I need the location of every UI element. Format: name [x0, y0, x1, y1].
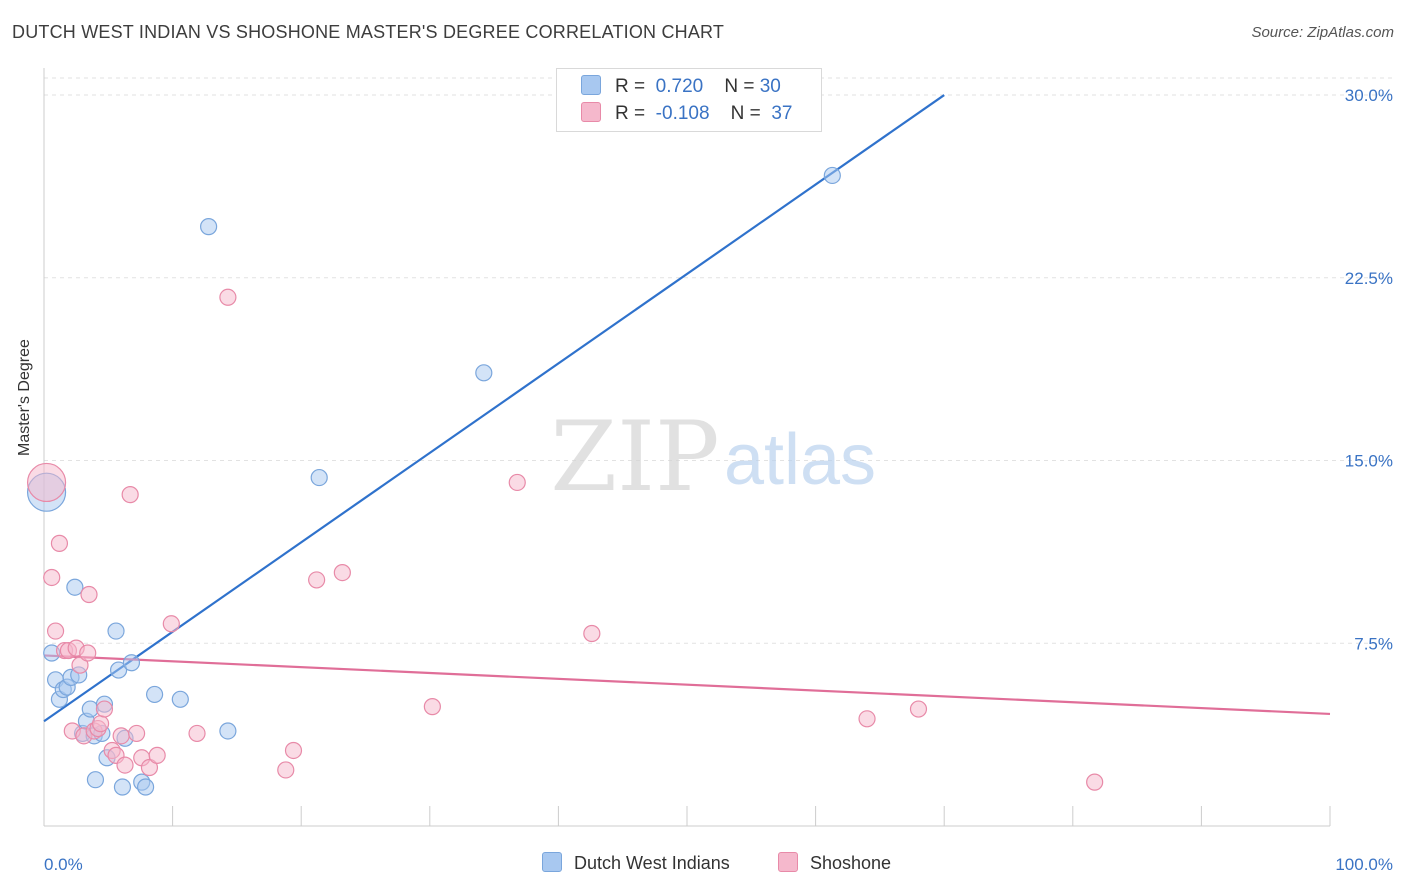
point-dutch-west-indians [219, 722, 237, 740]
point-dutch-west-indians [66, 578, 84, 596]
point-shoshone [277, 761, 295, 779]
point-shoshone [95, 700, 114, 718]
point-dutch-west-indians [86, 771, 105, 789]
legend-swatch-shoshone [581, 102, 601, 122]
point-dutch-west-indians [107, 622, 125, 640]
point-dutch-west-indians [122, 654, 141, 672]
n-label: N = [724, 76, 755, 97]
r-label: R = [615, 76, 646, 97]
point-shoshone [50, 534, 69, 552]
y-tick-label: 22.5% [1345, 269, 1393, 288]
point-shoshone [79, 644, 97, 662]
point-shoshone [423, 698, 441, 716]
point-dutch-west-indians [136, 778, 155, 796]
chart-title: DUTCH WEST INDIAN VS SHOSHONE MASTER'S D… [12, 22, 725, 42]
trend-line-dutch-west-indians [43, 94, 945, 723]
point-shoshone [80, 585, 98, 604]
point-shoshone [148, 746, 166, 764]
point-dutch-west-indians [475, 364, 493, 382]
point-shoshone [127, 724, 146, 743]
bottom-legend-shoshone: Shoshone [778, 852, 891, 874]
x-tick-label: 100.0% [1335, 855, 1393, 874]
point-shoshone [583, 624, 601, 643]
y-tick-label: 15.0% [1345, 452, 1393, 471]
point-shoshone [91, 715, 110, 733]
legend-row-shoshone: R = -0.108 N = 37 [581, 102, 792, 128]
point-shoshone [188, 724, 206, 743]
n-value: 30 [759, 76, 781, 97]
bottom-legend-label-shoshone: Shoshone [810, 853, 892, 873]
y-tick-label: 30.0% [1345, 86, 1393, 105]
legend-swatch-dutch [581, 75, 601, 95]
point-shoshone [121, 486, 139, 504]
point-shoshone [43, 568, 61, 587]
r-value: -0.108 [655, 103, 710, 124]
bottom-legend-dutch: Dutch West Indians [542, 852, 730, 874]
point-shoshone [26, 462, 67, 503]
point-dutch-west-indians [171, 690, 189, 708]
axes [43, 68, 1331, 827]
n-label: N = [730, 103, 761, 124]
y-axis-label: Master's Degree [16, 339, 33, 456]
stats-legend: R = 0.720 N = 30 R = -0.108 N = 37 [556, 68, 822, 132]
point-dutch-west-indians [310, 468, 328, 487]
point-shoshone [46, 622, 65, 640]
r-label: R = [615, 103, 646, 124]
point-shoshone [219, 288, 237, 306]
source-label: Source: ZipAtlas.com [1251, 24, 1394, 41]
watermark: ZIP atlas [550, 401, 876, 513]
y-tick-label: 7.5% [1354, 634, 1393, 653]
scatter-points [26, 166, 1104, 796]
trend-lines [43, 94, 1331, 723]
n-value: 37 [771, 103, 793, 124]
r-value: 0.720 [655, 76, 704, 97]
point-dutch-west-indians [200, 218, 218, 236]
point-shoshone [140, 758, 159, 777]
point-shoshone [508, 473, 526, 492]
x-tick-label: 0.0% [44, 855, 83, 874]
point-shoshone [116, 756, 134, 774]
point-dutch-west-indians [113, 778, 132, 796]
point-shoshone [1086, 773, 1104, 791]
watermark-atlas: atlas [724, 420, 876, 500]
point-dutch-west-indians [823, 166, 841, 185]
tick-labels: 7.5% 15.0% 22.5% 30.0% 0.0% 100.0% [44, 86, 1393, 874]
gridlines [44, 77, 1394, 644]
point-shoshone [858, 710, 876, 728]
point-dutch-west-indians [109, 661, 128, 679]
point-shoshone [112, 727, 130, 745]
point-dutch-west-indians [145, 685, 164, 704]
legend-row-dutch: R = 0.720 N = 30 [581, 75, 781, 101]
bottom-legend-swatch-dutch [542, 852, 562, 872]
bottom-legend-swatch-shoshone [778, 852, 798, 872]
point-shoshone [284, 741, 303, 760]
trend-line-shoshone [43, 654, 1331, 716]
point-shoshone [909, 700, 928, 718]
point-shoshone [71, 656, 89, 674]
point-shoshone [333, 564, 351, 582]
point-shoshone [308, 571, 326, 589]
bottom-legend-label-dutch: Dutch West Indians [574, 853, 730, 873]
point-shoshone [162, 615, 180, 633]
watermark-zip: ZIP [550, 401, 719, 513]
